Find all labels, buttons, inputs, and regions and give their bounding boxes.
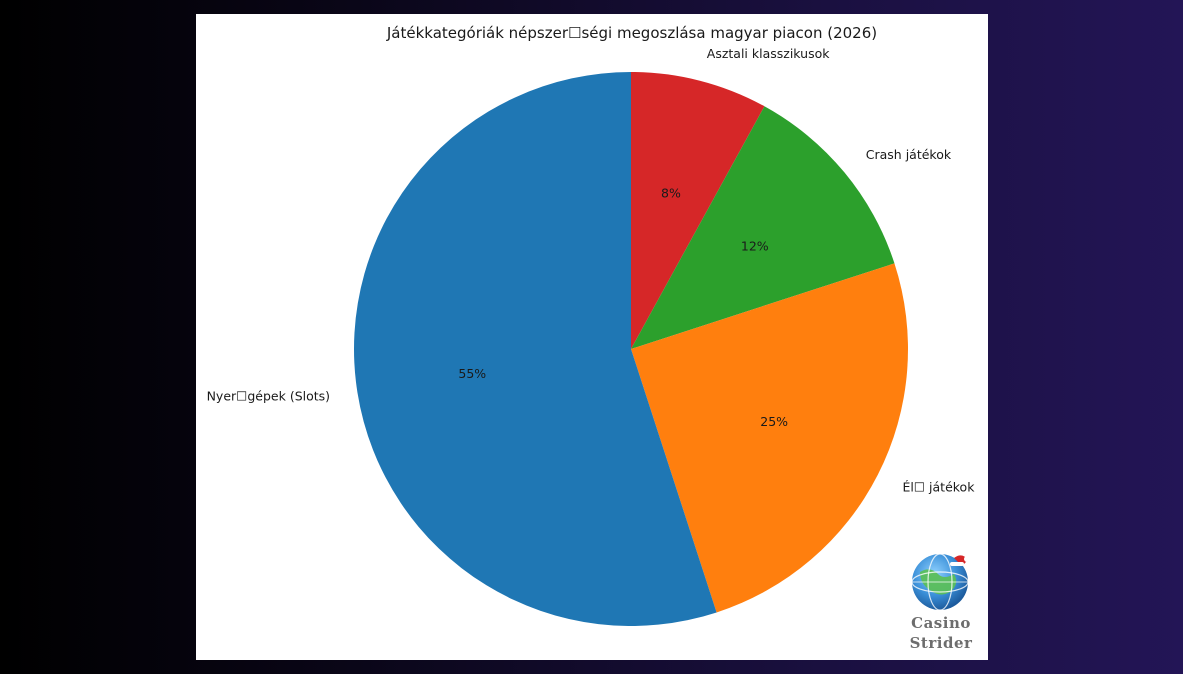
pct-label-nyer-g-pek-slots: 55% — [458, 366, 486, 381]
pct-label-asztali-klasszikusok: 8% — [661, 185, 681, 200]
pct-label-crash-j-t-kok: 12% — [741, 239, 769, 254]
category-label-asztali-klasszikusok: Asztali klasszikusok — [707, 46, 830, 61]
pie-slice-asztali-klasszikusok — [631, 72, 765, 349]
pie-slice-nyer-g-pek-slots — [353, 72, 717, 626]
pie-slices — [353, 72, 908, 626]
pie-slice-crash-j-t-kok — [631, 106, 895, 349]
chart-panel: Játékkategóriák népszer☐ségi megoszlása … — [196, 14, 988, 660]
casino-strider-logo: Casino Strider — [896, 550, 986, 654]
chart-title: Játékkategóriák népszer☐ségi megoszlása … — [386, 24, 877, 42]
pct-label-l-j-t-kok: 25% — [760, 414, 788, 429]
category-label-nyer-g-pek-slots: Nyer☐gépek (Slots) — [207, 389, 330, 404]
globe-with-santa-hat-icon — [911, 553, 970, 610]
pie-labels: 8% Asztali klasszikusok 12% Crash játékok 25… — [207, 46, 976, 494]
category-label-l-j-t-kok: Él☐ játékok — [902, 479, 975, 494]
category-label-crash-j-t-kok: Crash játékok — [866, 147, 952, 162]
pie-slice-l-j-t-kok — [631, 263, 908, 613]
logo-text-strider: Strider — [909, 634, 973, 652]
logo-text-casino: Casino — [911, 614, 971, 632]
pie-chart: Játékkategóriák népszer☐ségi megoszlása … — [207, 24, 976, 626]
